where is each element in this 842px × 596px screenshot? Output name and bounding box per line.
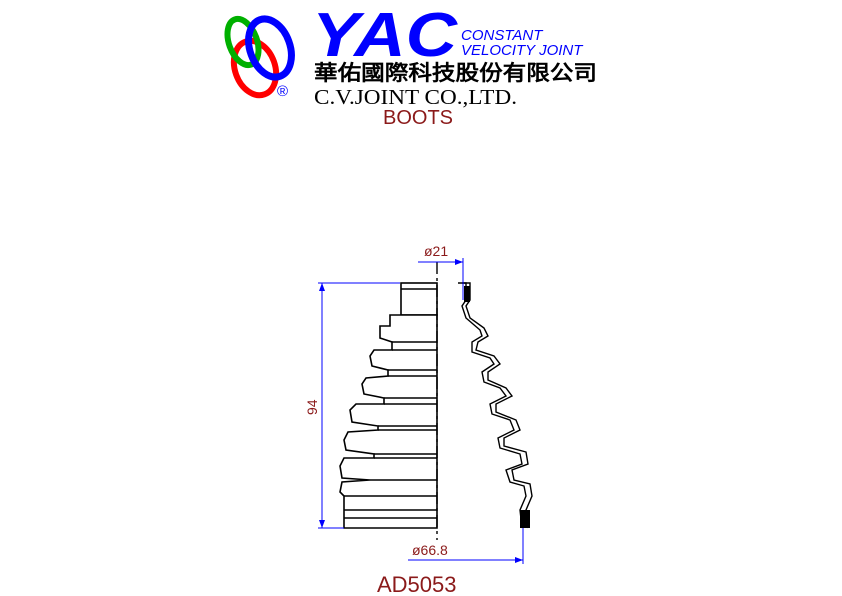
dimension-label-height: 94 (304, 399, 320, 415)
boot-cross-section (339, 282, 438, 529)
part-number: AD5053 (377, 572, 457, 596)
tagline-line2: VELOCITY JOINT (461, 42, 584, 59)
dimension-small-diameter (418, 258, 464, 300)
tagline-line1: CONSTANT (461, 27, 544, 44)
category-title: BOOTS (383, 107, 453, 129)
company-name-english: C.V.JOINT CO.,LTD. (314, 85, 517, 109)
company-name-chinese: 華佑國際科技股份有限公司 (314, 61, 597, 85)
interlocked-rings-icon (224, 15, 295, 99)
boot-wall-section (458, 282, 533, 529)
logo-text: YAC (312, 1, 458, 70)
registered-mark: ® (277, 83, 288, 100)
dimension-label-large-diameter: ø66.8 (412, 542, 448, 558)
boot-wall-fill (464, 286, 530, 528)
dimension-height (318, 282, 400, 529)
dimension-large-diameter (408, 528, 524, 564)
dimension-label-small-diameter: ø21 (424, 243, 448, 259)
